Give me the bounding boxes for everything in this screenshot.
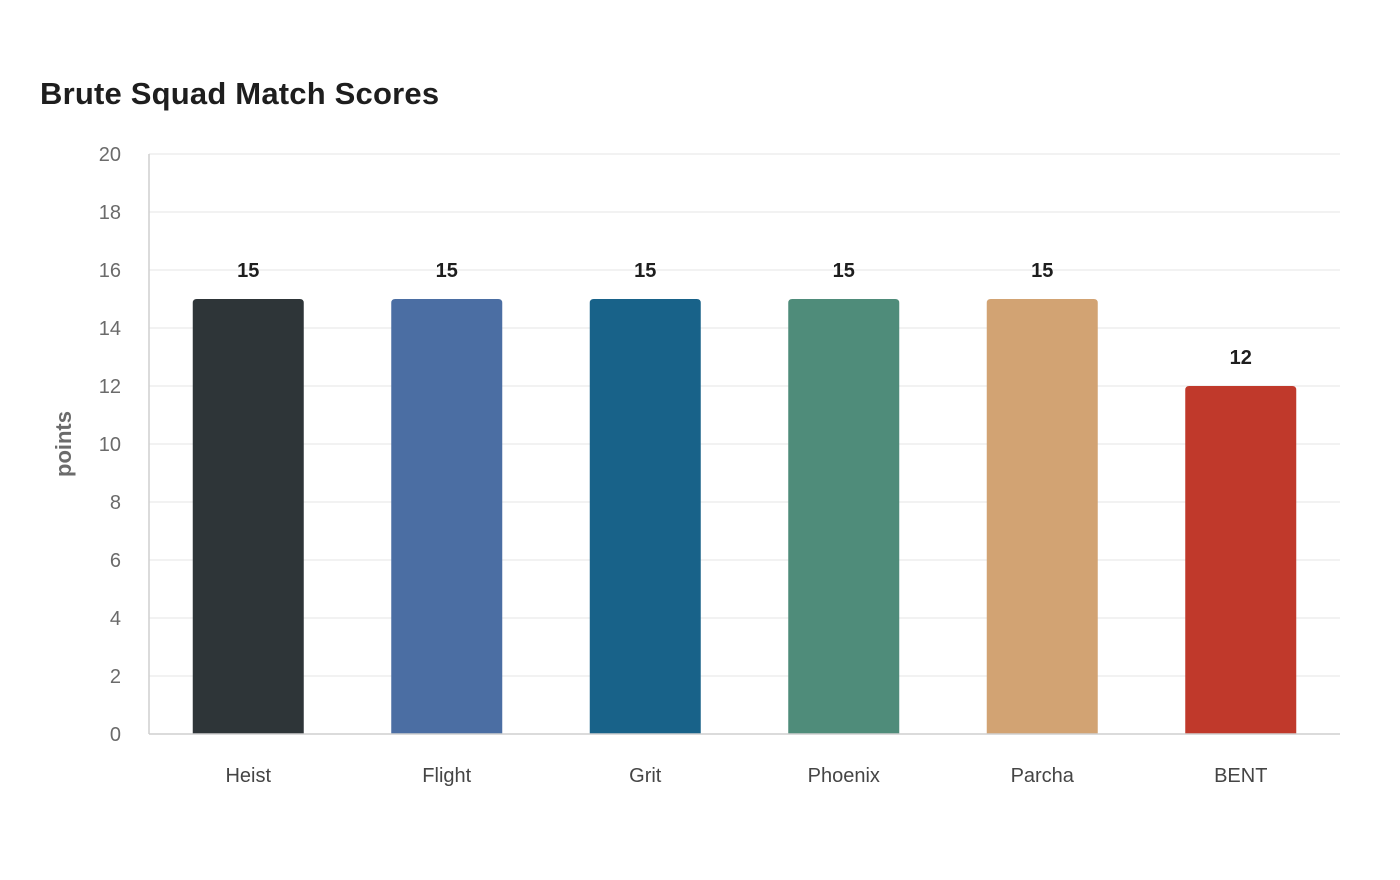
y-tick-label: 18 [99, 202, 121, 224]
x-tick-label-grit: Grit [629, 765, 662, 787]
x-tick-label-phoenix: Phoenix [808, 765, 880, 787]
bar-phoenix [788, 299, 900, 734]
y-tick-label: 10 [99, 434, 121, 456]
x-tick-label-bent: BENT [1214, 765, 1267, 787]
bar-parcha [986, 299, 1098, 734]
y-tick-label: 12 [99, 376, 121, 398]
y-tick-label: 20 [99, 144, 121, 166]
y-axis-ticks: 0 2 4 6 8 10 12 14 16 18 20 [99, 144, 121, 746]
y-tick-label: 4 [110, 608, 121, 630]
bar-grit [589, 299, 701, 734]
value-label-flight: 15 [436, 260, 458, 282]
value-label-grit: 15 [634, 260, 656, 282]
value-label-heist: 15 [237, 260, 259, 282]
gridlines [149, 153, 1340, 677]
chart-title: Brute Squad Match Scores [40, 76, 440, 111]
x-tick-label-parcha: Parcha [1011, 765, 1075, 787]
x-axis-labels: Heist Flight Grit Phoenix Parcha BENT [225, 765, 1267, 787]
y-tick-label: 16 [99, 260, 121, 282]
y-axis-title: points [51, 411, 76, 477]
bar-flight [391, 299, 503, 734]
value-labels: 15 15 15 15 15 12 [237, 260, 1252, 369]
y-tick-label: 0 [110, 724, 121, 746]
x-tick-label-heist: Heist [225, 765, 271, 787]
bar-heist [192, 299, 304, 734]
x-tick-label-flight: Flight [422, 765, 471, 787]
y-tick-label: 6 [110, 550, 121, 572]
value-label-phoenix: 15 [833, 260, 855, 282]
value-label-parcha: 15 [1031, 260, 1053, 282]
bar-bent [1185, 386, 1297, 734]
value-label-bent: 12 [1230, 347, 1252, 369]
y-tick-label: 2 [110, 666, 121, 688]
y-tick-label: 8 [110, 492, 121, 514]
y-tick-label: 14 [99, 318, 121, 340]
bars [192, 299, 1297, 734]
